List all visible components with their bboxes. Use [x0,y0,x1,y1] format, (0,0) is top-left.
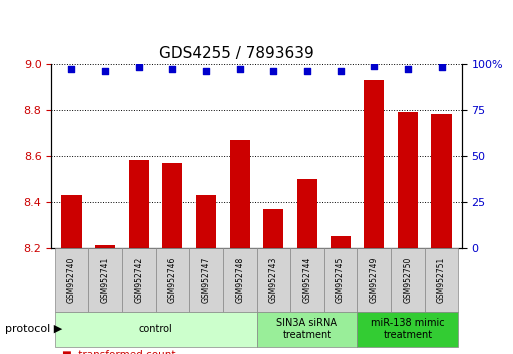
Bar [398,112,418,248]
Bar [263,209,283,248]
Text: GSM952747: GSM952747 [202,256,210,303]
FancyBboxPatch shape [223,248,256,312]
Text: ■  transformed count: ■ transformed count [62,350,175,354]
Text: GSM952748: GSM952748 [235,257,244,303]
Text: GSM952746: GSM952746 [168,256,177,303]
Text: protocol ▶: protocol ▶ [5,324,63,334]
Point [337,68,345,74]
FancyBboxPatch shape [256,248,290,312]
FancyBboxPatch shape [425,248,458,312]
Bar [330,236,351,248]
Bar [95,245,115,248]
Text: GSM952745: GSM952745 [336,256,345,303]
Bar [129,160,149,248]
FancyBboxPatch shape [122,248,155,312]
Text: GSM952751: GSM952751 [437,257,446,303]
Text: GSM952744: GSM952744 [303,256,311,303]
Point [67,67,75,72]
Point [168,67,176,72]
Point [269,68,278,74]
Text: GSM952743: GSM952743 [269,256,278,303]
Bar [62,195,82,248]
FancyBboxPatch shape [55,312,256,347]
Point [404,67,412,72]
Text: GSM952740: GSM952740 [67,256,76,303]
Text: SIN3A siRNA
treatment: SIN3A siRNA treatment [277,318,338,340]
Text: GSM952742: GSM952742 [134,257,143,303]
Bar [364,80,384,248]
Bar [196,195,216,248]
Point [202,68,210,74]
FancyBboxPatch shape [155,248,189,312]
Bar [162,162,183,248]
FancyBboxPatch shape [189,248,223,312]
FancyBboxPatch shape [358,312,458,347]
Text: GSM952750: GSM952750 [403,256,412,303]
FancyBboxPatch shape [324,248,358,312]
Point [235,67,244,72]
Bar [230,139,250,248]
Text: GSM952749: GSM952749 [370,256,379,303]
Text: miR-138 mimic
treatment: miR-138 mimic treatment [371,318,445,340]
FancyBboxPatch shape [88,248,122,312]
FancyBboxPatch shape [358,248,391,312]
Bar [297,179,317,248]
Title: GDS4255 / 7893639: GDS4255 / 7893639 [159,46,313,61]
Text: GSM952741: GSM952741 [101,257,110,303]
FancyBboxPatch shape [391,248,425,312]
Bar [431,114,451,248]
Text: control: control [139,324,172,334]
Point [101,68,109,74]
FancyBboxPatch shape [55,248,88,312]
Point [370,63,379,68]
Point [438,64,446,70]
FancyBboxPatch shape [256,312,358,347]
Point [134,64,143,70]
FancyBboxPatch shape [290,248,324,312]
Point [303,68,311,74]
